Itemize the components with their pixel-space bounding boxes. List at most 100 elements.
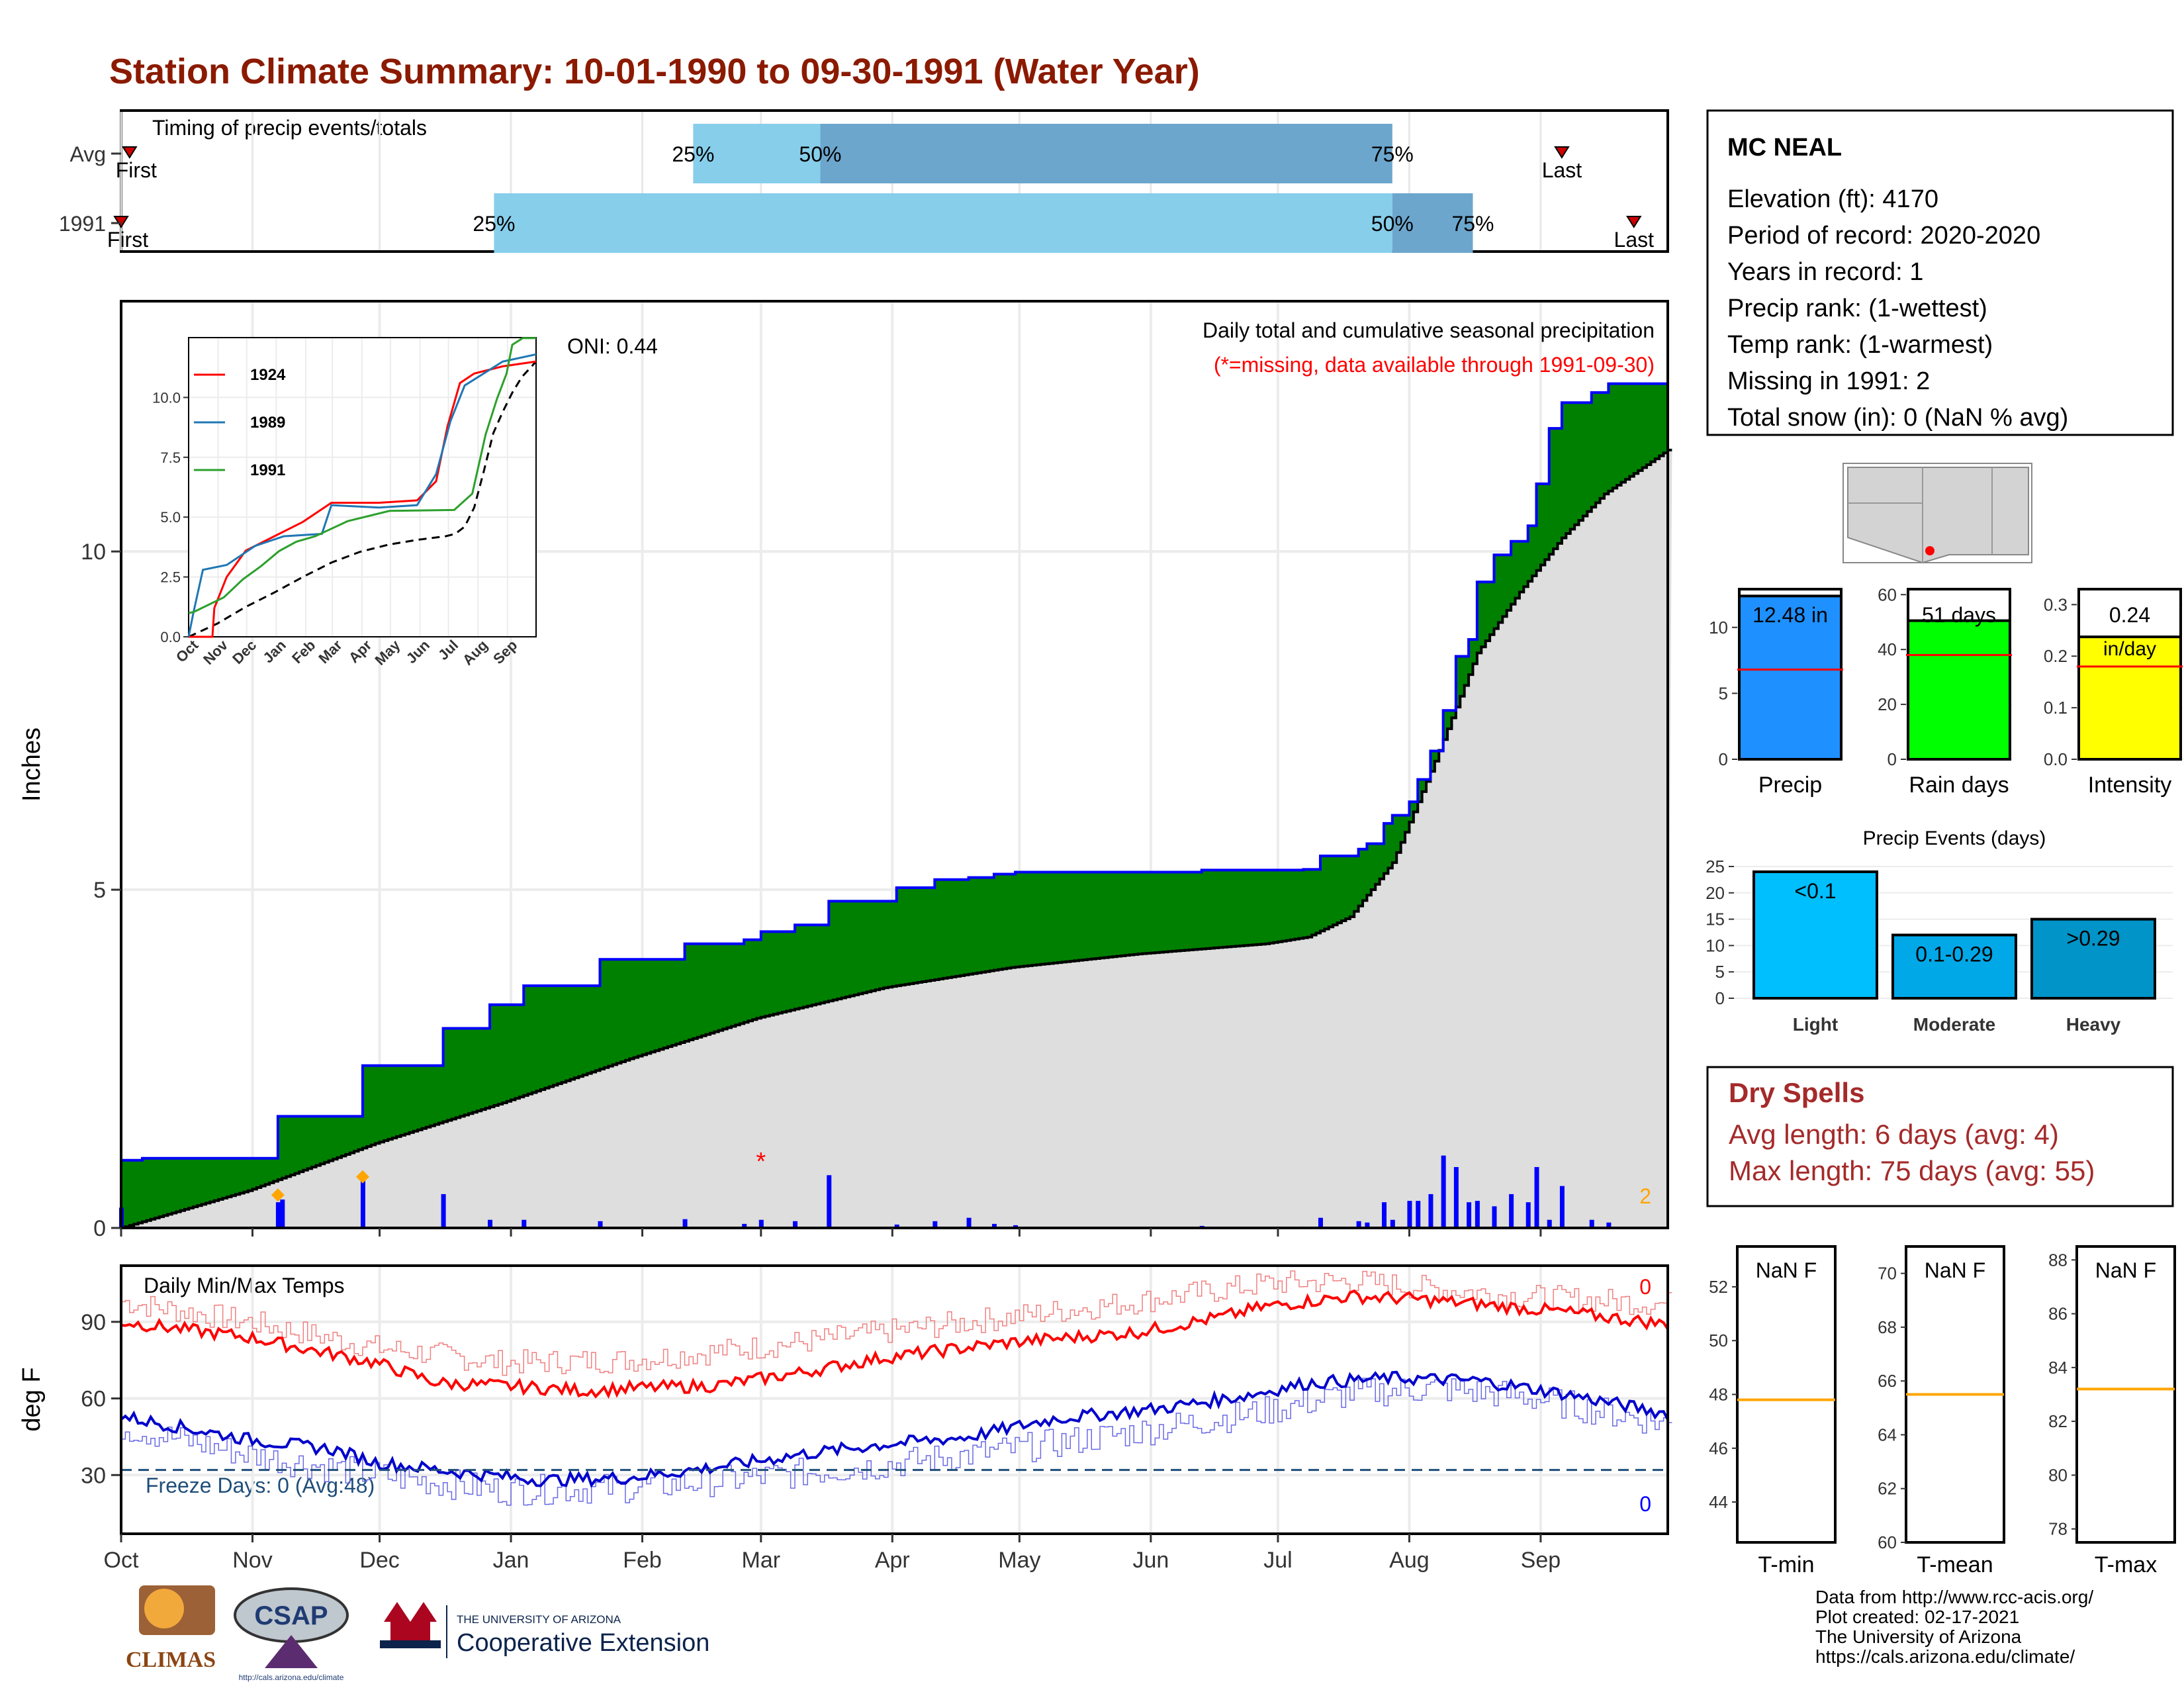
temp-panel-label: T-mean [1917,1552,1993,1577]
daily-precip-bar [522,1219,527,1228]
inset-series-line-1991 [188,337,536,614]
first-event-marker-icon [113,216,129,228]
max-temp-line [120,1289,1669,1399]
temps-label: Daily Min/Max Temps [144,1274,344,1297]
temp-panel-value-label: NaN F [2095,1258,2156,1282]
climas-logo-text: CLIMAS [126,1648,216,1672]
dry-spells-max-length: Max length: 75 days (avg: 55) [1729,1155,2095,1186]
station-info-line: Missing in 1991: 2 [1727,367,1930,395]
climas-logo: CLIMAS [126,1585,216,1672]
precip-subtitle: Daily total and cumulative seasonal prec… [1203,318,1655,342]
daily-precip-bar [441,1194,446,1228]
csap-url: http://cals.arizona.edu/climate [239,1673,344,1682]
daily-precip-bar [793,1221,798,1228]
month-label: Jan [493,1548,529,1573]
precip-y-tick-label: 10 [81,539,106,565]
daily-precip-bar [827,1175,832,1228]
daily-precip-bar [1547,1219,1552,1228]
daily-precip-bar [742,1223,747,1228]
summary-value-box [1738,588,1843,598]
events-category-label: Heavy [2066,1014,2121,1035]
daily-precip-bar [280,1199,285,1228]
daily-precip-bar [1428,1194,1433,1228]
events-tick-label: 10 [1706,935,1725,955]
events-category-label: Moderate [1913,1014,1995,1035]
daily-precip-bar [1416,1201,1421,1228]
timing-bar-25-50 [494,193,1392,253]
month-label: Sep [1521,1548,1561,1573]
events-tick-label: 20 [1706,883,1725,903]
summary-value-label: 12.48 in [1752,603,1828,627]
footer: CLIMAS CSAP http://cals.arizona.edu/clim… [126,1585,2093,1682]
daily-precip-bar [360,1177,365,1228]
events-bar-label: <0.1 [1794,879,1836,903]
station-info-line: Years in record: 1 [1727,258,1923,286]
daily-precip-bar [1509,1194,1514,1228]
temp-panel-label: T-max [2095,1552,2157,1577]
summary-tick-label: 40 [1878,639,1897,659]
hot-count: 0 [1639,1275,1651,1299]
station-info-line: Elevation (ft): 4170 [1727,185,1938,213]
temp-panel-tick-label: 66 [1878,1371,1897,1391]
footer-line-2: Plot created: 02-17-2021 [1815,1607,2019,1627]
daily-precip-bar [1559,1186,1565,1228]
station-info-box: MC NEAL Elevation (ft): 4170 Period of re… [1706,109,2174,436]
page-title: Station Climate Summary: 10-01-1990 to 0… [109,52,1200,91]
csap-logo-text: CSAP [254,1601,328,1630]
station-location-marker [1925,546,1934,555]
precip-y-tick-label: 0 [93,1216,106,1241]
oni-label: ONI: 0.44 [567,334,658,358]
last-event-label: Last [1542,158,1582,182]
temp-panel-frame [1736,1245,1837,1544]
last-event-marker-icon [1554,146,1570,159]
cold-count: 0 [1639,1492,1651,1516]
daily-precip-bar [894,1224,899,1228]
missing-count: 2 [1639,1184,1651,1208]
ua-a-base [380,1640,441,1648]
summary-tick-label: 0.0 [2044,749,2068,769]
daily-precip-bar [933,1221,938,1228]
temps-panel: Daily Min/Max Temps deg F Freeze Days: 0… [18,1264,1672,1573]
ua-small-text: THE UNIVERSITY OF ARIZONA [457,1613,621,1626]
daily-precip-bar [1365,1222,1370,1228]
inset-y-tick-label: 10.0 [152,389,181,406]
daily-precip-bar [1382,1202,1387,1228]
timing-p50-label: 50% [799,142,841,166]
cumulative-1991-line [121,382,1668,1162]
last-event-marker-icon [1625,216,1642,228]
min-temp-line [120,1370,1669,1488]
timing-p25-label: 25% [473,212,515,236]
summary-tick-label: 0.3 [2044,594,2068,614]
summary-tick-label: 0.2 [2044,646,2068,666]
daily-precip-bar [1589,1219,1594,1228]
station-name: MC NEAL [1727,134,1842,162]
temp-panel-tick-label: 60 [1878,1532,1897,1552]
temp-panel-tick-label: 70 [1878,1264,1897,1284]
station-info-line: Precip rank: (1-wettest) [1727,295,1987,322]
summary-tick-label: 20 [1878,694,1897,714]
events-tick-label: 5 [1715,962,1725,982]
summary-tick-label: 0 [1719,749,1728,769]
daily-precip-bar [598,1221,603,1228]
timing-bar-50-75 [820,124,1392,183]
footer-line-4: https://cals.arizona.edu/climate/ [1815,1646,2075,1667]
daily-precip-bar [1453,1167,1459,1228]
freeze-days-label: Freeze Days: 0 (Avg:48) [146,1474,375,1497]
timing-p75-label: 75% [1451,212,1494,236]
summary-tick-label: 5 [1719,683,1728,703]
month-label: Jul [1263,1548,1292,1573]
events-title: Precip Events (days) [1863,827,2046,849]
month-label: Apr [875,1548,910,1573]
events-tick-label: 0 [1715,988,1725,1008]
events-bar-moderate [1891,933,2017,1000]
first-event-label: First [107,228,148,252]
missing-note: (*=missing, data available through 1991-… [1214,353,1655,377]
missing-data-marker-icon: ◆ [271,1184,285,1203]
daily-precip-bar [1390,1219,1395,1228]
summary-value-label: 0.24 [2109,603,2150,627]
daily-precip-bar [1525,1202,1531,1228]
temp-panel-value-label: NaN F [1756,1258,1817,1282]
summary-bar-intensity [2077,634,2182,761]
temps-y-tick-label: 30 [81,1463,106,1488]
